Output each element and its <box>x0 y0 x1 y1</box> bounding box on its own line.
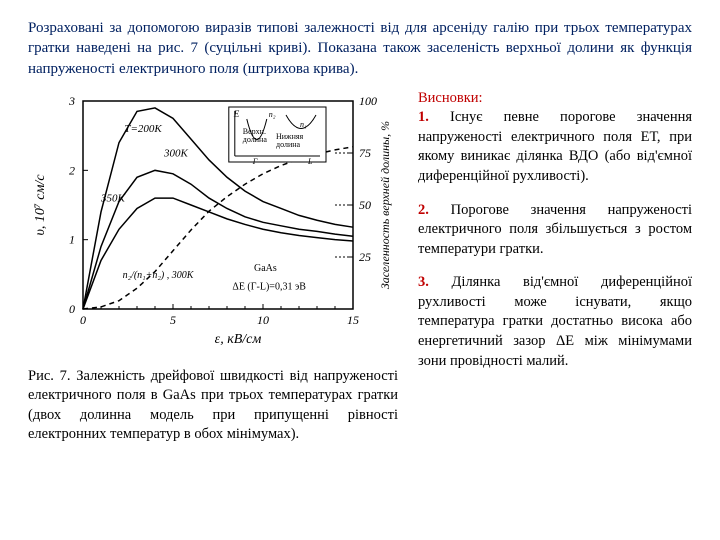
conclusion-2: 2. Порогове значення напруженості електр… <box>418 201 692 260</box>
c2-number: 2. <box>418 202 429 218</box>
svg-text:Заселенность верхней долины, %: Заселенность верхней долины, % <box>378 121 392 289</box>
c3-number: 3. <box>418 274 429 290</box>
c2-text: Порогове значення напруженості електричн… <box>418 202 692 257</box>
svg-text:n₂: n₂ <box>269 110 276 119</box>
svg-text:GaAs: GaAs <box>254 263 277 274</box>
svg-text:75: 75 <box>359 146 371 160</box>
conclusions-title: Висновки: <box>418 90 483 106</box>
svg-text:T=200K: T=200K <box>124 123 162 135</box>
intro-paragraph: Розраховані за допомогою виразів типові … <box>28 18 692 79</box>
svg-text:L: L <box>307 157 313 166</box>
c1-number: 1. <box>418 109 429 125</box>
conclusions-column: Висновки: 1. Існує певне порогове значен… <box>418 89 692 445</box>
svg-text:Γ: Γ <box>252 157 258 166</box>
svg-text:υ, 10⁷ см/с: υ, 10⁷ см/с <box>33 173 48 235</box>
svg-text:0: 0 <box>80 313 86 327</box>
svg-text:n₂/(n₁+n₂) , 300K: n₂/(n₁+n₂) , 300K <box>123 270 195 281</box>
svg-text:10: 10 <box>257 313 269 327</box>
svg-text:долина: долина <box>243 135 268 144</box>
content-row: 0 5 10 15 0 1 2 3 25 50 75 100 ε, кВ/см υ, 10⁷ см/с За… <box>28 89 692 445</box>
svg-text:3: 3 <box>68 94 75 108</box>
figure-caption: Рис. 7. Залежність дрейфової швидкості в… <box>28 367 398 445</box>
svg-text:25: 25 <box>359 250 371 264</box>
svg-text:5: 5 <box>170 313 176 327</box>
svg-text:300K: 300K <box>163 147 189 159</box>
svg-text:E: E <box>233 109 240 119</box>
svg-text:2: 2 <box>69 163 75 177</box>
svg-text:1: 1 <box>69 232 75 246</box>
svg-text:0: 0 <box>69 302 75 316</box>
svg-text:350K: 350K <box>100 192 126 204</box>
svg-text:долина: долина <box>276 140 301 149</box>
c3-text: Ділянка від'ємної диференційної рухливос… <box>418 274 692 368</box>
svg-text:100: 100 <box>359 94 377 108</box>
conclusion-1: Висновки: 1. Існує певне порогове значен… <box>418 89 692 187</box>
svg-text:ΔE (Γ-L)=0,31 эВ: ΔE (Γ-L)=0,31 эВ <box>232 281 306 292</box>
svg-text:15: 15 <box>347 313 359 327</box>
conclusion-3: 3. Ділянка від'ємної диференційної рухли… <box>418 273 692 371</box>
left-column: 0 5 10 15 0 1 2 3 25 50 75 100 ε, кВ/см υ, 10⁷ см/с За… <box>28 89 398 445</box>
figure-7-chart: 0 5 10 15 0 1 2 3 25 50 75 100 ε, кВ/см υ, 10⁷ см/с За… <box>28 89 398 349</box>
c1-text: Існує певне порогове значення напруженос… <box>418 109 692 184</box>
svg-text:50: 50 <box>359 198 371 212</box>
svg-text:n₁: n₁ <box>300 120 307 129</box>
svg-text:ε, кВ/см: ε, кВ/см <box>215 332 262 347</box>
